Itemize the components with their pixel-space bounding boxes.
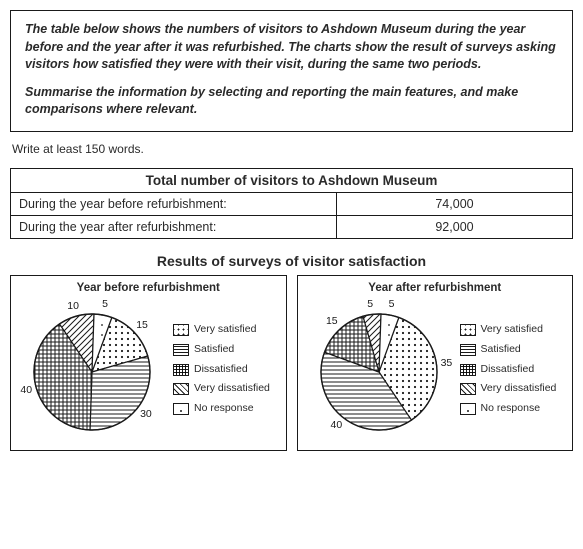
visitors-table: Total number of visitors to Ashdown Muse… (10, 168, 573, 239)
charts-row: Year before refurbishment 15 30 40 10 5 Very… (10, 275, 573, 451)
table-row: During the year after refurbishment: 92,… (11, 215, 573, 238)
legend-label: Dissatisfied (481, 360, 535, 380)
slice-label: 40 (331, 419, 343, 431)
chart-after-box: Year after refurbishment 35 40 15 5 5 Very s… (297, 275, 574, 451)
swatch-dissatisfied (460, 364, 476, 376)
legend-label: No response (194, 399, 254, 419)
swatch-very-satisfied (173, 324, 189, 336)
table-cell-label: During the year before refurbishment: (11, 192, 337, 215)
swatch-very-dissatisfied (173, 383, 189, 395)
table-cell-label: During the year after refurbishment: (11, 215, 337, 238)
slice-label: 10 (67, 300, 79, 312)
legend-label: Very satisfied (194, 320, 256, 340)
chart-before-pie: 15 30 40 10 5 (17, 300, 167, 440)
chart-before-box: Year before refurbishment 15 30 40 10 5 Very… (10, 275, 287, 451)
legend-item: Very satisfied (460, 320, 557, 340)
legend-before: Very satisfied Satisfied Dissatisfied Ve… (173, 320, 270, 420)
swatch-very-dissatisfied (460, 383, 476, 395)
legend-label: Satisfied (481, 340, 521, 360)
legend-label: Very satisfied (481, 320, 543, 340)
prompt-paragraph-1: The table below shows the numbers of vis… (25, 21, 558, 74)
chart-after-pie: 35 40 15 5 5 (304, 300, 454, 440)
legend-item: Very satisfied (173, 320, 270, 340)
chart-before-title: Year before refurbishment (17, 282, 280, 294)
swatch-very-satisfied (460, 324, 476, 336)
legend-item: Very dissatisfied (460, 379, 557, 399)
task-prompt-box: The table below shows the numbers of vis… (10, 10, 573, 132)
legend-label: Dissatisfied (194, 360, 248, 380)
legend-item: Very dissatisfied (173, 379, 270, 399)
slice-label: 35 (441, 357, 453, 369)
charts-section-title: Results of surveys of visitor satisfacti… (10, 253, 573, 269)
slice-label: 15 (136, 319, 148, 331)
legend-label: No response (481, 399, 541, 419)
prompt-paragraph-2: Summarise the information by selecting a… (25, 84, 558, 119)
legend-after: Very satisfied Satisfied Dissatisfied Ve… (460, 320, 557, 420)
slice-label: 40 (20, 384, 32, 396)
swatch-no-response (460, 403, 476, 415)
swatch-no-response (173, 403, 189, 415)
legend-item: Dissatisfied (460, 360, 557, 380)
legend-item: Satisfied (173, 340, 270, 360)
legend-item: No response (173, 399, 270, 419)
legend-item: No response (460, 399, 557, 419)
slice-label: 5 (102, 298, 108, 310)
slice-label: 30 (140, 408, 152, 420)
legend-item: Satisfied (460, 340, 557, 360)
legend-label: Very dissatisfied (194, 379, 270, 399)
legend-label: Very dissatisfied (481, 379, 557, 399)
slice-label: 5 (389, 298, 395, 310)
table-row: During the year before refurbishment: 74… (11, 192, 573, 215)
swatch-satisfied (460, 344, 476, 356)
table-title: Total number of visitors to Ashdown Muse… (11, 168, 573, 192)
swatch-dissatisfied (173, 364, 189, 376)
swatch-satisfied (173, 344, 189, 356)
slice-label: 15 (326, 315, 338, 327)
table-cell-value: 92,000 (336, 215, 572, 238)
table-cell-value: 74,000 (336, 192, 572, 215)
chart-after-title: Year after refurbishment (304, 282, 567, 294)
legend-label: Satisfied (194, 340, 234, 360)
legend-item: Dissatisfied (173, 360, 270, 380)
word-count-instruction: Write at least 150 words. (12, 142, 573, 156)
slice-label: 5 (367, 298, 373, 310)
